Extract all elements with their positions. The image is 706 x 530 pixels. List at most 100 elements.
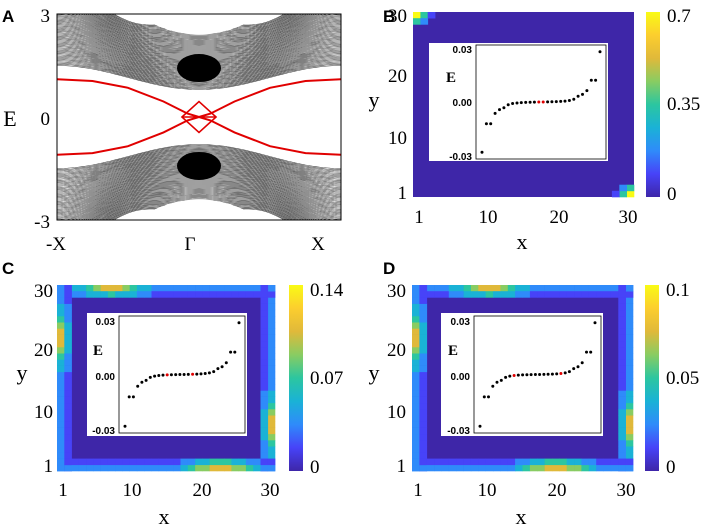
bulk-band-line xyxy=(92,14,306,38)
bulk-band-line xyxy=(57,149,341,176)
eigenvalue-point xyxy=(498,108,501,112)
heatmap-cell xyxy=(618,396,626,404)
heatmap-cell xyxy=(419,322,428,329)
heatmap-cell xyxy=(115,458,123,466)
heatmap-cell xyxy=(122,291,130,298)
heatmap-cell xyxy=(581,464,590,472)
heatmap-cell xyxy=(485,291,494,298)
heatmap-cell xyxy=(195,291,203,298)
heatmap-cell xyxy=(412,440,420,447)
heatmap-cell xyxy=(412,291,420,298)
heatmap-cell xyxy=(64,303,72,311)
colorbar-b xyxy=(646,12,660,197)
heatmap-cell xyxy=(267,347,276,354)
heatmap-cell xyxy=(441,291,450,298)
eigenvalue-point xyxy=(533,373,537,376)
heatmap-cell xyxy=(529,291,538,298)
heatmap-cell xyxy=(57,421,65,428)
heatmap-cell xyxy=(507,464,516,472)
eigenvalue-point xyxy=(554,100,558,104)
heatmap-cell xyxy=(267,446,276,453)
colorbar-c-tick: 0.07 xyxy=(310,368,343,389)
heatmap-cell xyxy=(180,285,189,292)
heatmap-cell xyxy=(626,184,635,192)
heatmap-cell xyxy=(412,415,420,422)
heatmap-cell xyxy=(57,340,65,348)
heatmap-cell xyxy=(419,427,428,435)
heatmap-cell xyxy=(493,458,501,466)
eigenvalue-point xyxy=(482,395,486,399)
heatmap-cell xyxy=(151,464,160,472)
heatmap-cell xyxy=(625,340,634,348)
heatmap-cell xyxy=(618,458,626,466)
heatmap-cell xyxy=(129,458,138,466)
heatmap-cell xyxy=(267,458,276,466)
heatmap-cell xyxy=(267,378,276,385)
heatmap-cell xyxy=(115,285,123,292)
eigenvalue-point xyxy=(233,350,237,354)
bulk-band-line xyxy=(57,15,341,49)
heatmap-cell xyxy=(626,190,635,198)
heatmap-cell xyxy=(71,458,80,466)
heatmap-cell xyxy=(64,415,72,422)
heatmap-cell xyxy=(419,334,428,342)
eigenvalue-point xyxy=(572,367,576,371)
inset-d-ytick: 0.03 xyxy=(451,317,471,328)
zero-mode-point xyxy=(559,372,563,375)
panel-b-xtick: 1 xyxy=(414,207,424,228)
heatmap-cell xyxy=(129,285,138,292)
heatmap-cell xyxy=(478,458,486,466)
heatmap-c-hotspots xyxy=(57,285,276,472)
heatmap-cell xyxy=(625,440,634,447)
panel-b-xlabel: x xyxy=(517,229,528,254)
heatmap-cell xyxy=(625,359,634,366)
edge-states xyxy=(57,78,341,156)
edge-state-line xyxy=(198,78,341,118)
heatmap-cell xyxy=(419,378,428,385)
heatmap-cell xyxy=(596,464,604,472)
heatmap-cell xyxy=(64,378,72,385)
panel-d-ytick: 20 xyxy=(387,340,406,361)
heatmap-cell xyxy=(507,285,516,292)
panel-b-ytick: 20 xyxy=(388,66,407,87)
heatmap-cell xyxy=(64,371,72,379)
inset-c-points xyxy=(123,321,241,428)
heatmap-cell xyxy=(238,458,247,466)
heatmap-cell xyxy=(441,464,450,472)
panel-c-xtick: 10 xyxy=(123,480,142,501)
heatmap-cell xyxy=(57,309,65,317)
heatmap-cell xyxy=(57,384,65,391)
colorbar-c xyxy=(289,285,303,471)
bulk-band-line xyxy=(62,14,336,47)
eigenvalue-point xyxy=(484,122,488,126)
panel-a-ytick: 3 xyxy=(41,6,51,27)
eigenvalue-point xyxy=(511,102,515,105)
eigenvalue-point xyxy=(216,367,220,371)
heatmap-cell xyxy=(552,458,560,466)
heatmap-cell xyxy=(267,359,276,366)
heatmap-cell xyxy=(625,402,634,410)
heatmap-cell xyxy=(426,285,435,292)
eigenvalue-point xyxy=(199,372,203,376)
heatmap-cell xyxy=(413,12,421,19)
heatmap-cell xyxy=(485,285,494,292)
heatmap-cell xyxy=(64,421,72,428)
colorbar-b-tick: 0 xyxy=(667,184,677,205)
panel-b: B 0.03 0.00 -0.03 E 30 20 10 1 y 1 10 20… xyxy=(369,6,701,254)
heatmap-cell xyxy=(419,433,428,441)
bulk-band-line xyxy=(73,14,325,45)
colorbar-d-tick: 0.1 xyxy=(666,280,690,301)
heatmap-cell xyxy=(238,291,247,298)
heatmap-cell xyxy=(566,458,575,466)
heatmap-cell xyxy=(260,285,269,292)
heatmap-cell xyxy=(448,291,457,298)
heatmap-cell xyxy=(618,371,626,379)
heatmap-cell xyxy=(412,347,420,354)
heatmap-cell xyxy=(151,291,160,298)
bulk-band-node xyxy=(177,54,221,83)
heatmap-cell xyxy=(603,291,612,298)
heatmap-cell xyxy=(57,371,65,379)
heatmap-cell xyxy=(611,190,620,198)
heatmap-cell xyxy=(610,458,619,466)
heatmap-cell xyxy=(64,433,72,441)
